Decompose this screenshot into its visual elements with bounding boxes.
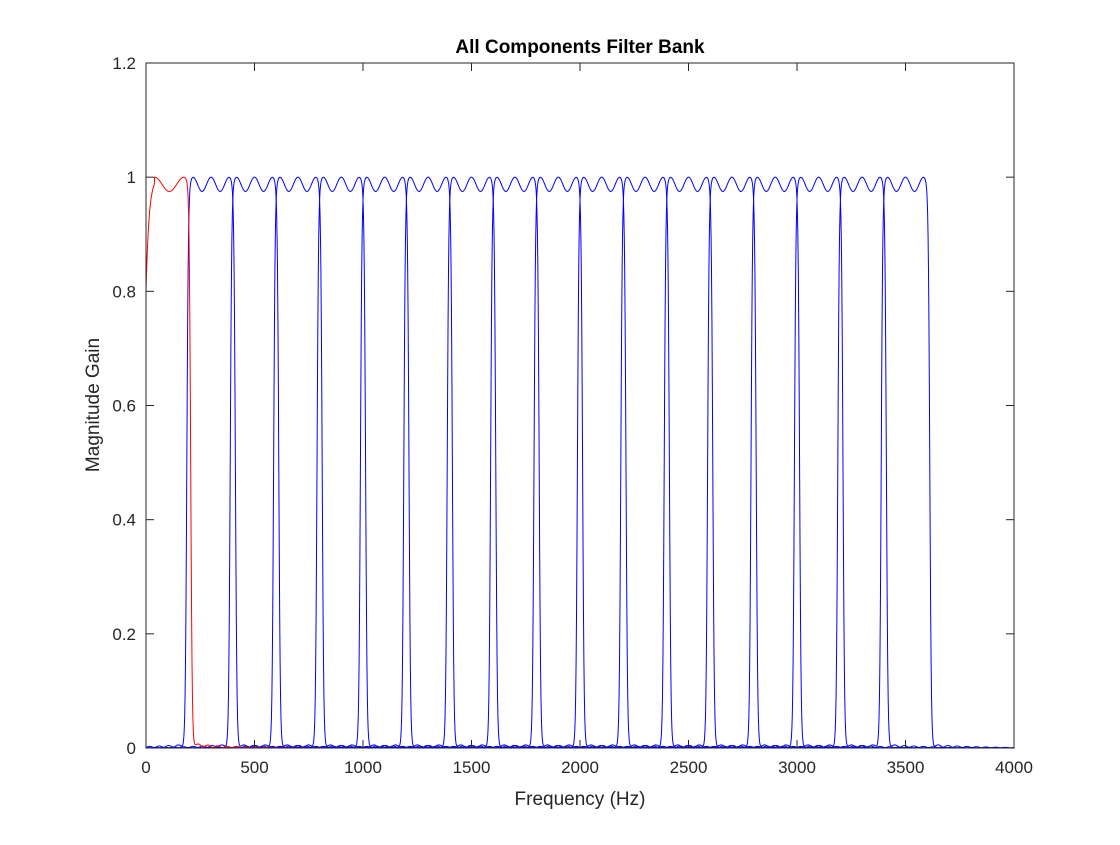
x-tick-label: 0	[141, 758, 150, 777]
y-tick-label: 0.8	[112, 282, 136, 301]
x-tick-label: 3000	[778, 758, 816, 777]
y-tick-label: 0	[127, 739, 136, 758]
y-tick-label: 1.2	[112, 54, 136, 73]
x-tick-label: 2000	[561, 758, 599, 777]
tick-layer: 0 500 1000 1500 2000 2500 3000 3500 4000 0 0.2 0.4 0…	[112, 54, 1033, 777]
y-tick-label: 1	[127, 168, 136, 187]
y-tick-label: 0.4	[112, 511, 136, 530]
y-tick-label: 0.2	[112, 625, 136, 644]
x-tick-label: 3500	[887, 758, 925, 777]
x-tick-label: 1000	[344, 758, 382, 777]
x-tick-label: 1500	[453, 758, 491, 777]
chart-title: All Components Filter Bank	[455, 37, 705, 58]
x-axis-title: Frequency (Hz)	[515, 789, 646, 810]
plot-area	[146, 63, 1014, 748]
x-tick-label: 2500	[670, 758, 708, 777]
y-axis-title: Magnitude Gain	[83, 338, 104, 472]
x-tick-label: 4000	[995, 758, 1033, 777]
x-tick-label: 500	[240, 758, 268, 777]
y-tick-label: 0.6	[112, 397, 136, 416]
